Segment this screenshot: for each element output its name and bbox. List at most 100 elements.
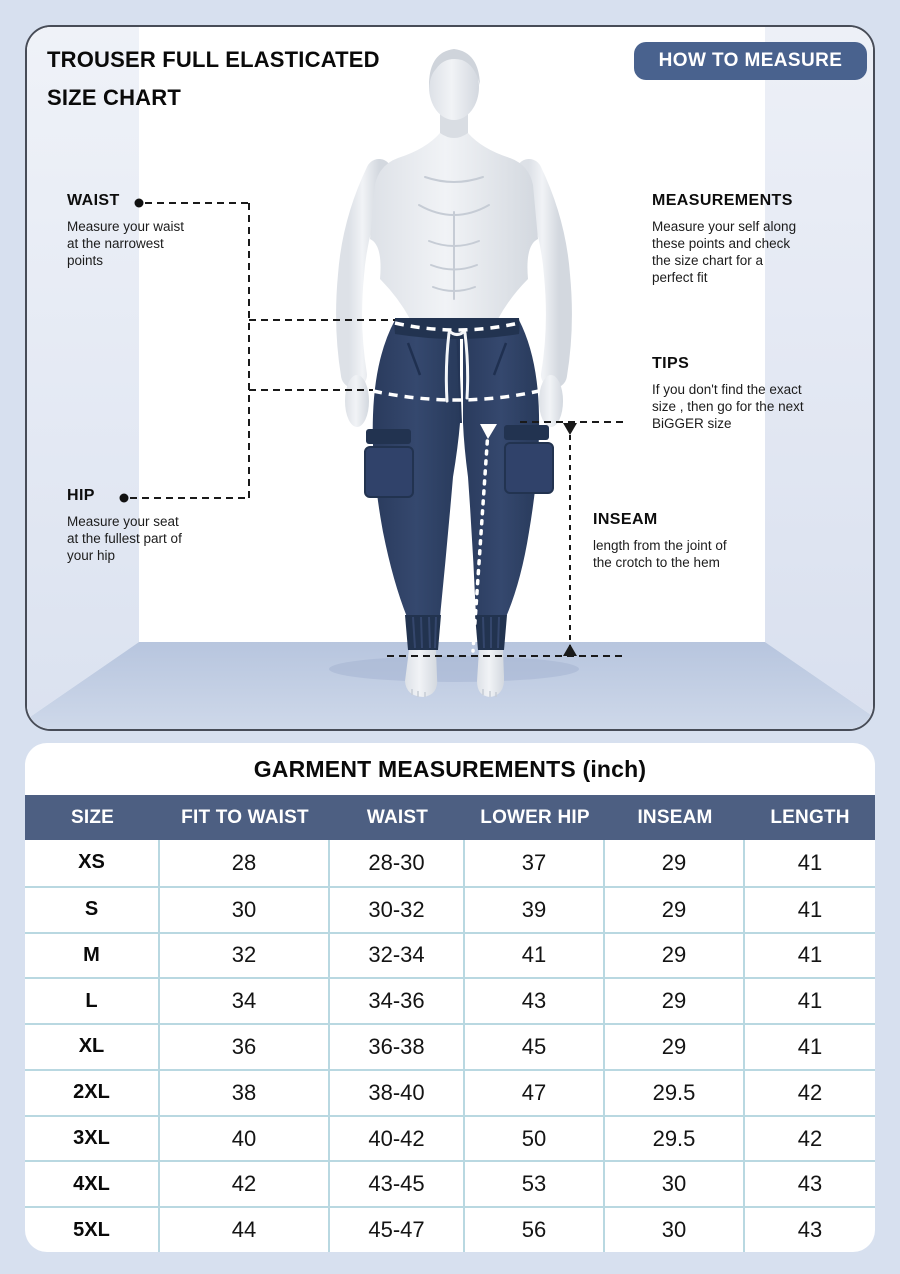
value-cell: 43	[797, 1171, 823, 1197]
header-cell: LOWER HIP	[480, 806, 590, 828]
size-cell: M	[25, 933, 160, 978]
value-cell: 43-45	[330, 1162, 465, 1207]
measurements-heading: MEASUREMENTS	[652, 192, 793, 209]
value-cell: 41	[465, 933, 605, 978]
waistband-dashed-curve	[394, 321, 520, 332]
header-cell: LENGTH	[770, 806, 850, 828]
waist-callout: WAIST Measure your waist at the narrowes…	[67, 192, 247, 269]
value-cell: 43	[797, 1217, 823, 1243]
page-title: TROUSER FULL ELASTICATED SIZE CHART	[47, 47, 380, 110]
table-row: 4XL 42 43-45 53 30 43	[25, 1160, 875, 1207]
value-cell: 43	[465, 979, 605, 1024]
value-cell: 53	[465, 1162, 605, 1207]
value-cell: 29	[605, 840, 745, 886]
measurements-description: Measure your self along these points and…	[652, 219, 797, 285]
value-cell: 40-42	[330, 1116, 465, 1161]
value-cell: 47	[465, 1070, 605, 1115]
value-cell: 39	[465, 887, 605, 932]
garment-table-card: GARMENT MEASUREMENTS (inch) SIZE FIT TO W…	[25, 743, 875, 1252]
inseam-arrow-bottom-icon	[563, 644, 577, 656]
size-cell: 3XL	[25, 1116, 160, 1161]
value-cell: 34	[160, 979, 330, 1024]
value-cell: 42	[797, 1125, 823, 1151]
table-row: XL 36 36-38 45 29 41	[25, 1023, 875, 1069]
size-cell: XL	[25, 1025, 160, 1069]
value-cell: 34-36	[330, 979, 465, 1024]
crotch-arrow-icon	[480, 424, 497, 439]
size-chart-card: TROUSER FULL ELASTICATED SIZE CHART HOW …	[25, 25, 875, 731]
header-cell: FIT TO WAIST	[181, 806, 309, 828]
value-cell: 36-38	[330, 1025, 465, 1069]
value-cell: 41	[797, 849, 823, 875]
hip-heading: HIP	[67, 487, 95, 504]
value-cell: 37	[465, 840, 605, 886]
tips-heading: TIPS	[652, 355, 690, 372]
value-cell: 41	[797, 1033, 823, 1059]
value-cell: 45-47	[330, 1208, 465, 1252]
value-cell: 36	[160, 1025, 330, 1069]
tips-description: If you don't find the exact size , then …	[652, 382, 804, 431]
hip-dot-icon	[119, 493, 129, 503]
size-cell: 2XL	[25, 1070, 160, 1115]
hip-callout: HIP Measure your seat at the fullest par…	[67, 487, 257, 564]
inseam-heading: INSEAM	[593, 511, 658, 528]
inseam-callout: INSEAM length from the joint of the crot…	[593, 511, 793, 571]
size-cell: 4XL	[25, 1162, 160, 1207]
table-row: L 34 34-36 43 29 41	[25, 977, 875, 1024]
table-row: 5XL 44 45-47 56 30 43	[25, 1206, 875, 1252]
table-row: S 30 30-32 39 29 41	[25, 885, 875, 932]
value-cell: 41	[797, 942, 823, 968]
value-cell: 30	[605, 1162, 745, 1207]
inseam-arrow-top-icon	[563, 423, 577, 435]
value-cell: 29	[605, 933, 745, 978]
value-cell: 42	[797, 1079, 823, 1105]
size-cell: XS	[25, 840, 160, 886]
value-cell: 32	[160, 933, 330, 978]
table-row: M 32 32-34 41 29 41	[25, 931, 875, 978]
value-cell: 42	[160, 1162, 330, 1207]
value-cell: 30	[160, 887, 330, 932]
table-header: SIZE FIT TO WAIST WAIST LOWER HIP INSEAM LENG…	[25, 795, 875, 840]
value-cell: 29	[605, 1025, 745, 1069]
waist-description: Measure your waist at the narrowest poin…	[67, 219, 185, 268]
value-cell: 30-32	[330, 887, 465, 932]
value-cell: 29.5	[605, 1116, 745, 1161]
value-cell: 29	[605, 979, 745, 1024]
waist-heading: WAIST	[67, 192, 120, 209]
value-cell: 38-40	[330, 1070, 465, 1115]
table-row: 2XL 38 38-40 47 29.5 42	[25, 1068, 875, 1115]
header-cell: WAIST	[366, 806, 429, 828]
value-cell: 44	[160, 1208, 330, 1252]
measurement-lines	[119, 198, 625, 657]
value-cell: 28	[160, 840, 330, 886]
value-cell: 45	[465, 1025, 605, 1069]
value-cell: 41	[797, 988, 823, 1014]
size-table-body: XS 28 28-30 37 29 41 S 30 30-32 39 29 41 M 32 32-34 41 2…	[25, 840, 875, 1252]
value-cell: 32-34	[330, 933, 465, 978]
table-title: GARMENT MEASUREMENTS (inch)	[253, 755, 647, 782]
value-cell: 29.5	[605, 1070, 745, 1115]
value-cell: 56	[465, 1208, 605, 1252]
seat-dashed-curve	[372, 389, 540, 402]
value-cell: 38	[160, 1070, 330, 1115]
inseam-dotted-line	[471, 429, 490, 653]
value-cell: 29	[605, 887, 745, 932]
inseam-description: length from the joint of the crotch to t…	[593, 538, 727, 570]
value-cell: 41	[797, 896, 823, 922]
header-cell: INSEAM	[637, 806, 713, 828]
value-cell: 28-30	[330, 840, 465, 886]
value-cell: 30	[605, 1208, 745, 1252]
table-row: 3XL 40 40-42 50 29.5 42	[25, 1114, 875, 1161]
hip-description: Measure your seat at the fullest part of…	[67, 514, 182, 563]
header-cell: SIZE	[70, 806, 115, 828]
value-cell: 40	[160, 1116, 330, 1161]
table-row: XS 28 28-30 37 29 41	[25, 840, 875, 886]
tips-callout: TIPS If you don't find the exact size , …	[652, 355, 862, 432]
value-cell: 50	[465, 1116, 605, 1161]
how-to-measure-badge: HOW TO MEASURE	[634, 42, 867, 80]
measurements-callout: MEASUREMENTS Measure your self along the…	[652, 192, 852, 286]
size-cell: S	[25, 887, 160, 932]
size-cell: L	[25, 979, 160, 1024]
size-cell: 5XL	[25, 1208, 160, 1252]
